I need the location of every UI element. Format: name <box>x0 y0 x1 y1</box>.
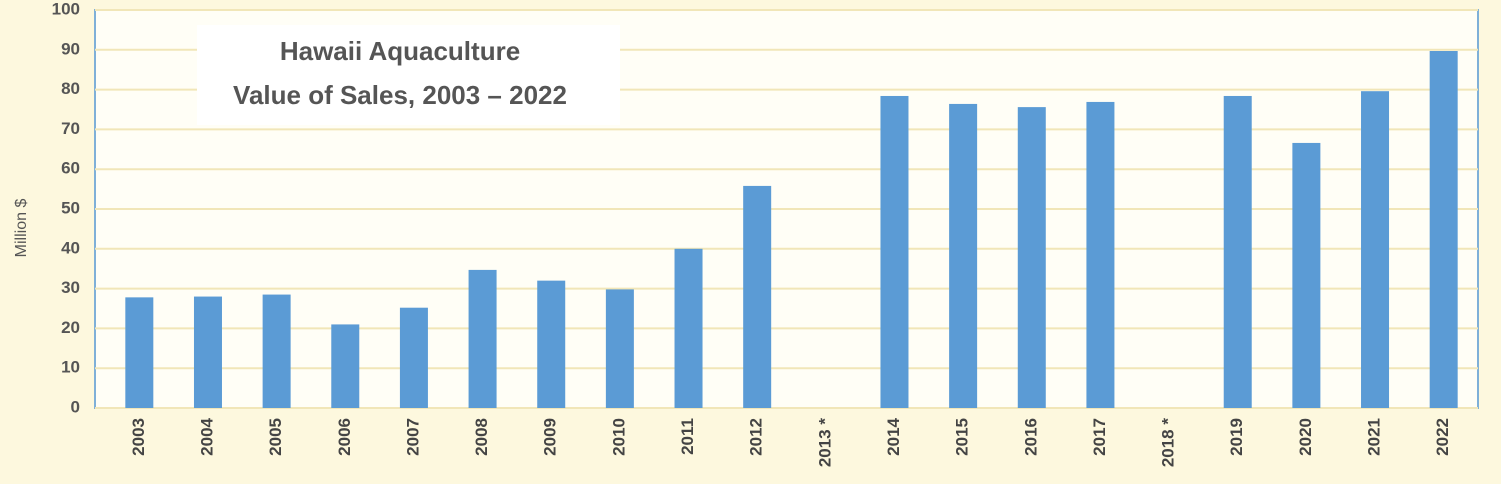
x-tick-label: 2022 <box>1433 418 1452 456</box>
y-tick-label: 40 <box>61 238 80 257</box>
bar <box>605 289 634 408</box>
x-tick-label: 2021 <box>1365 418 1384 456</box>
x-tick-label: 2005 <box>266 418 285 456</box>
bar <box>331 324 360 408</box>
bar <box>537 280 566 408</box>
bar <box>262 294 291 408</box>
chart-title: Hawaii Aquaculture <box>280 36 520 66</box>
x-tick-label: 2008 <box>472 418 491 456</box>
y-tick-label: 10 <box>61 358 80 377</box>
y-tick-label: 60 <box>61 159 80 178</box>
y-tick-label: 30 <box>61 278 80 297</box>
x-tick-label: 2013 * <box>815 418 834 468</box>
x-tick-label: 2012 <box>747 418 766 456</box>
bar <box>1361 91 1390 408</box>
bar <box>193 296 222 408</box>
x-tick-label: 2019 <box>1227 418 1246 456</box>
bar <box>1292 142 1321 408</box>
x-tick-label: 2018 * <box>1159 418 1178 468</box>
y-tick-label: 50 <box>61 198 80 217</box>
bar <box>674 248 703 408</box>
chart-subtitle: Value of Sales, 2003 – 2022 <box>233 80 567 110</box>
x-tick-label: 2017 <box>1090 418 1109 456</box>
y-axis-label: Million $ <box>13 199 30 258</box>
bar <box>1017 107 1046 408</box>
bar <box>468 269 497 408</box>
y-tick-label: 80 <box>61 79 80 98</box>
x-tick-label: 2010 <box>609 418 628 456</box>
y-tick-label: 90 <box>61 39 80 58</box>
bar <box>880 95 909 408</box>
y-tick-label: 70 <box>61 119 80 138</box>
y-tick-label: 0 <box>71 397 80 416</box>
x-tick-label: 2011 <box>678 418 697 455</box>
bar <box>949 103 978 408</box>
x-tick-label: 2016 <box>1021 418 1040 456</box>
y-tick-label: 20 <box>61 318 80 337</box>
y-tick-label: 100 <box>52 0 80 18</box>
bar <box>743 185 772 408</box>
x-tick-label: 2015 <box>953 418 972 456</box>
x-tick-label: 2003 <box>129 418 148 456</box>
bar <box>399 307 428 408</box>
x-tick-label: 2007 <box>403 418 422 456</box>
x-tick-label: 2020 <box>1296 418 1315 456</box>
bar <box>1223 95 1252 408</box>
bar <box>125 297 154 408</box>
x-tick-label: 2006 <box>335 418 354 456</box>
bar <box>1429 50 1458 409</box>
title-box <box>197 25 620 125</box>
x-tick-label: 2014 <box>884 417 903 455</box>
x-tick-label: 2004 <box>197 417 216 455</box>
bar <box>1086 101 1115 409</box>
x-tick-label: 2009 <box>541 418 560 456</box>
